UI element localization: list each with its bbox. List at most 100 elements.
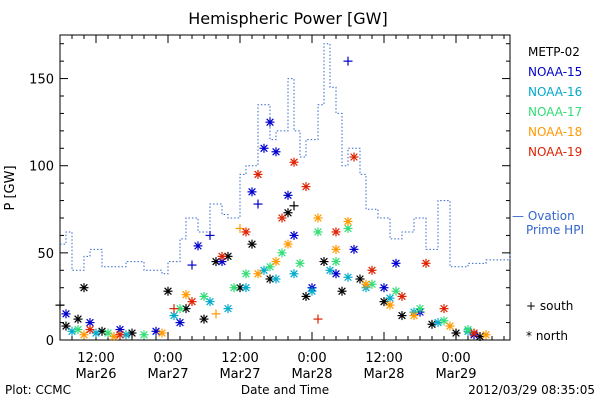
north-point xyxy=(379,297,389,307)
north-point xyxy=(175,304,185,314)
north-point xyxy=(259,143,269,153)
north-point xyxy=(361,279,371,289)
north-point xyxy=(241,227,251,237)
north-point xyxy=(73,314,83,324)
north-point xyxy=(217,251,227,261)
north-point xyxy=(241,283,251,293)
y-tick-label: 0 xyxy=(46,334,54,349)
legend-ovation-line1: — Ovation xyxy=(512,209,575,223)
north-point xyxy=(289,157,299,167)
north-point xyxy=(367,265,377,275)
north-point xyxy=(379,283,389,293)
north-point xyxy=(73,325,83,335)
north-point xyxy=(205,297,215,307)
north-point xyxy=(385,300,395,310)
x-tick-label-time: 0:00 xyxy=(297,351,326,366)
legend-entry: NOAA-17 xyxy=(528,105,582,119)
south-point xyxy=(343,56,353,66)
north-point xyxy=(469,328,479,338)
x-tick-label-time: 0:00 xyxy=(153,351,182,366)
north-point xyxy=(481,330,491,340)
north-point xyxy=(85,325,95,335)
north-point xyxy=(349,244,359,254)
north-point xyxy=(109,332,119,342)
north-point xyxy=(181,304,191,314)
x-tick-label-date: Mar29 xyxy=(435,367,476,382)
north-point xyxy=(265,117,275,127)
north-point xyxy=(289,230,299,240)
north-point xyxy=(427,319,437,329)
north-point xyxy=(307,286,317,296)
north-point xyxy=(253,269,263,279)
north-point xyxy=(283,190,293,200)
north-point xyxy=(229,283,239,293)
x-tick-label-time: 12:00 xyxy=(365,351,402,366)
north-point xyxy=(289,269,299,279)
north-point xyxy=(277,248,287,258)
north-point xyxy=(181,290,191,300)
north-point xyxy=(439,304,449,314)
south-point xyxy=(169,304,179,314)
north-point xyxy=(343,216,353,226)
legend-entry: NOAA-15 xyxy=(528,65,582,79)
south-point xyxy=(313,314,323,324)
north-point xyxy=(433,318,443,328)
north-point xyxy=(331,244,341,254)
north-point xyxy=(295,258,305,268)
footer-left: Plot: CCMC xyxy=(5,383,71,397)
north-point xyxy=(337,286,347,296)
north-point xyxy=(223,304,233,314)
north-point xyxy=(187,297,197,307)
north-point xyxy=(331,257,341,267)
north-point xyxy=(451,328,461,338)
north-point xyxy=(247,239,257,249)
north-point xyxy=(139,330,149,340)
north-point xyxy=(103,328,113,338)
south-point xyxy=(187,260,197,270)
north-point xyxy=(349,152,359,162)
north-point xyxy=(271,147,281,157)
north-point xyxy=(385,293,395,303)
north-point xyxy=(397,311,407,321)
x-tick-label-date: Mar27 xyxy=(147,367,188,382)
north-point xyxy=(127,328,137,338)
north-point xyxy=(115,330,125,340)
x-tick-label-time: 12:00 xyxy=(77,351,114,366)
north-point xyxy=(301,182,311,192)
north-point xyxy=(151,326,161,336)
north-point xyxy=(415,304,425,314)
x-tick-label-date: Mar26 xyxy=(75,367,116,382)
legend-marker-south: + south xyxy=(526,299,573,313)
north-point xyxy=(79,283,89,293)
south-point xyxy=(211,309,221,319)
north-point xyxy=(283,239,293,249)
south-point xyxy=(253,199,263,209)
north-point xyxy=(85,318,95,328)
ovation-hpi-path xyxy=(60,43,511,275)
north-point xyxy=(61,309,71,319)
north-point xyxy=(163,286,173,296)
north-point xyxy=(253,169,263,179)
north-point xyxy=(91,328,101,338)
north-point xyxy=(397,291,407,301)
legend-ovation-line2: Prime HPI xyxy=(526,223,584,237)
x-tick-label-date: Mar28 xyxy=(363,367,404,382)
legend-marker-north: * north xyxy=(526,329,568,343)
north-point xyxy=(319,257,329,267)
y-axis-ticks: 0 50 100 150 xyxy=(29,43,510,349)
north-point xyxy=(157,328,167,338)
north-point xyxy=(271,257,281,267)
y-tick-label: 100 xyxy=(29,160,54,175)
north-point xyxy=(247,187,257,197)
north-point xyxy=(391,258,401,268)
north-point xyxy=(301,291,311,301)
legend-entry: NOAA-18 xyxy=(528,125,582,139)
south-point xyxy=(289,201,299,211)
y-tick-label: 50 xyxy=(37,247,54,262)
data-points xyxy=(55,56,491,342)
x-tick-label-date: Mar27 xyxy=(219,367,260,382)
x-tick-label-time: 12:00 xyxy=(221,351,258,366)
plot-frame xyxy=(59,34,511,341)
north-point xyxy=(67,326,77,336)
